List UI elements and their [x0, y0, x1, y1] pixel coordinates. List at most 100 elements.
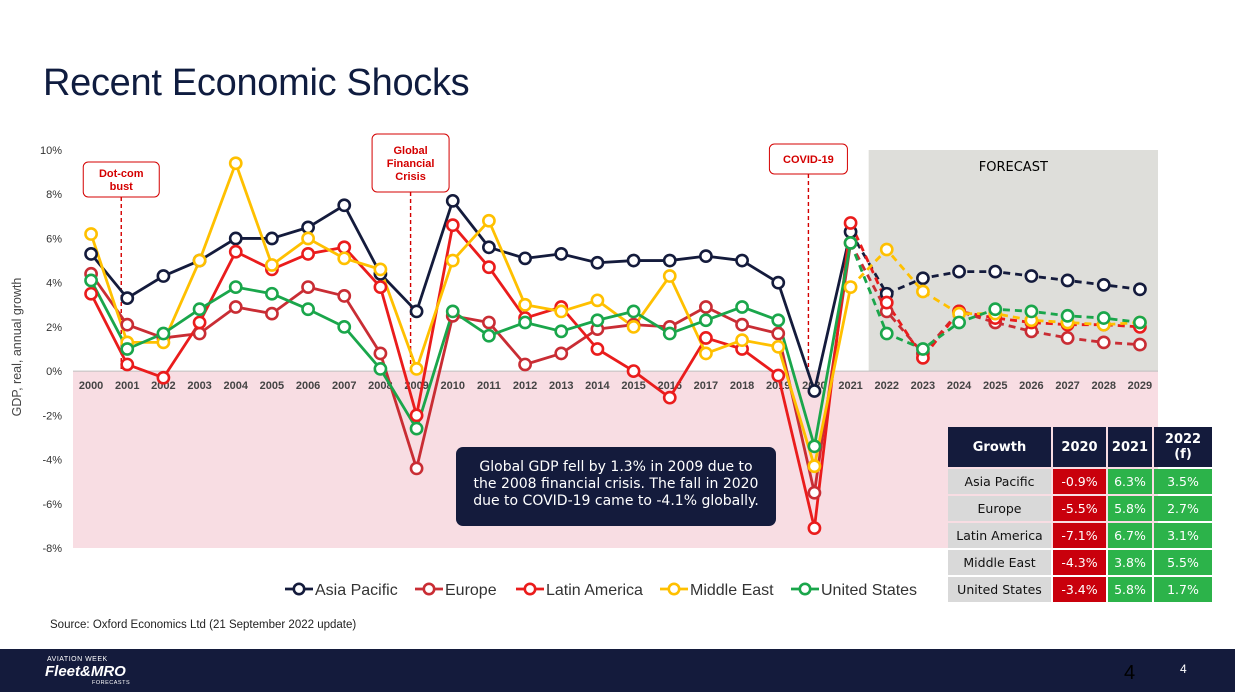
legend-marker: [292, 582, 306, 596]
data-point: [301, 302, 315, 317]
x-tick-label: 2013: [549, 380, 573, 392]
table-row: Middle East -4.3% 3.8% 5.5%: [948, 550, 1212, 575]
x-tick-label: 2025: [983, 380, 1007, 392]
annotation-label: Crisis: [395, 171, 426, 183]
x-tick-label: 2008: [368, 380, 392, 392]
forecast-label: FORECAST: [979, 160, 1048, 175]
growth-table-header-row: Growth 2020 2021 2022 (f): [948, 427, 1212, 467]
x-tick-label: 2024: [947, 380, 972, 392]
x-tick-label: 2022: [875, 380, 899, 392]
x-tick-label: 2003: [187, 380, 211, 392]
data-point: [482, 213, 496, 228]
x-tick-label: 2015: [621, 380, 645, 392]
y-axis-label: GDP, real, annual growth: [10, 278, 24, 417]
data-point: [337, 251, 352, 266]
data-point: [735, 333, 749, 348]
series-line-united-states: [89, 242, 852, 448]
y-tick-label: -4%: [42, 455, 62, 467]
data-point: [156, 326, 171, 341]
region-cell: United States: [948, 577, 1051, 602]
x-tick-label: 2026: [1019, 380, 1043, 392]
callout-note: Global GDP fell by 1.3% in 2009 due to t…: [456, 447, 776, 526]
data-point: [662, 326, 677, 341]
legend-marker: [523, 582, 537, 596]
x-tick-label: 2028: [1092, 380, 1116, 392]
legend-label: Asia Pacific: [315, 582, 398, 599]
data-point: [192, 315, 207, 330]
annotation-label: Financial: [387, 158, 435, 170]
x-tick-label: 2000: [79, 380, 103, 392]
x-tick-label: 2014: [585, 380, 610, 392]
annotation-label: bust: [110, 181, 134, 193]
series-line-latin-america: [89, 222, 852, 530]
data-point: [554, 247, 569, 261]
data-point: [228, 300, 243, 314]
value-2022-cell: 3.5%: [1154, 469, 1212, 494]
data-point: [482, 328, 496, 343]
data-point: [192, 253, 207, 268]
data-point: [84, 273, 98, 288]
data-point: [807, 521, 822, 535]
value-2020-cell: -0.9%: [1053, 469, 1106, 494]
data-point: [735, 253, 749, 268]
data-point: [554, 346, 569, 361]
data-point: [409, 408, 424, 423]
data-point: [228, 156, 243, 171]
data-point: [265, 286, 279, 301]
data-point: [699, 346, 713, 361]
header-growth: Growth: [948, 427, 1051, 467]
data-point: [1096, 311, 1111, 325]
data-point: [373, 262, 388, 277]
data-point: [1133, 282, 1147, 297]
legend-label: Middle East: [690, 582, 774, 599]
annotation-box: [82, 161, 160, 198]
data-point: [554, 304, 569, 319]
value-2021-cell: 6.7%: [1108, 523, 1152, 548]
y-tick-label: 8%: [46, 189, 62, 201]
value-2021-cell: 3.8%: [1108, 550, 1152, 575]
data-point: [301, 247, 315, 261]
data-point: [626, 364, 641, 379]
x-tick-label: 2021: [838, 380, 862, 392]
x-tick-label: 2007: [332, 380, 356, 392]
data-point: [626, 319, 641, 334]
y-tick-label: 0%: [46, 366, 62, 378]
x-tick-label: 2019: [766, 380, 790, 392]
data-point: [120, 342, 135, 356]
data-point: [554, 324, 569, 339]
data-point: [518, 315, 532, 330]
y-tick-label: -6%: [42, 499, 62, 511]
x-tick-label: 2005: [260, 380, 284, 392]
data-point: [735, 317, 749, 332]
y-tick-label: -2%: [42, 410, 62, 422]
legend-marker: [798, 582, 812, 596]
data-point: [1060, 308, 1075, 323]
data-point: [518, 357, 532, 372]
value-2021-cell: 5.8%: [1108, 496, 1152, 521]
y-tick-label: -8%: [42, 543, 62, 555]
value-2020-cell: -5.5%: [1053, 496, 1106, 521]
x-tick-label: 2018: [730, 380, 754, 392]
data-point: [120, 317, 135, 332]
data-point: [699, 249, 713, 264]
data-point: [445, 253, 460, 268]
annotation-label: Global: [393, 145, 427, 157]
page-number-overlay: 4: [1124, 662, 1136, 684]
data-point: [952, 315, 966, 330]
data-point: [265, 258, 279, 272]
data-point: [916, 284, 930, 299]
data-point: [916, 342, 930, 356]
source-note: Source: Oxford Economics Ltd (21 Septemb…: [50, 619, 357, 631]
legend-marker: [422, 582, 436, 596]
legend-marker: [667, 582, 681, 596]
data-point: [228, 231, 243, 246]
data-point: [1133, 315, 1147, 330]
data-point: [1096, 277, 1111, 292]
data-point: [988, 302, 1003, 317]
y-tick-label: 6%: [46, 233, 62, 245]
data-point: [192, 302, 207, 317]
data-point: [590, 293, 605, 308]
data-point: [699, 300, 713, 314]
data-point: [590, 255, 605, 270]
header-2020: 2020: [1053, 427, 1106, 467]
